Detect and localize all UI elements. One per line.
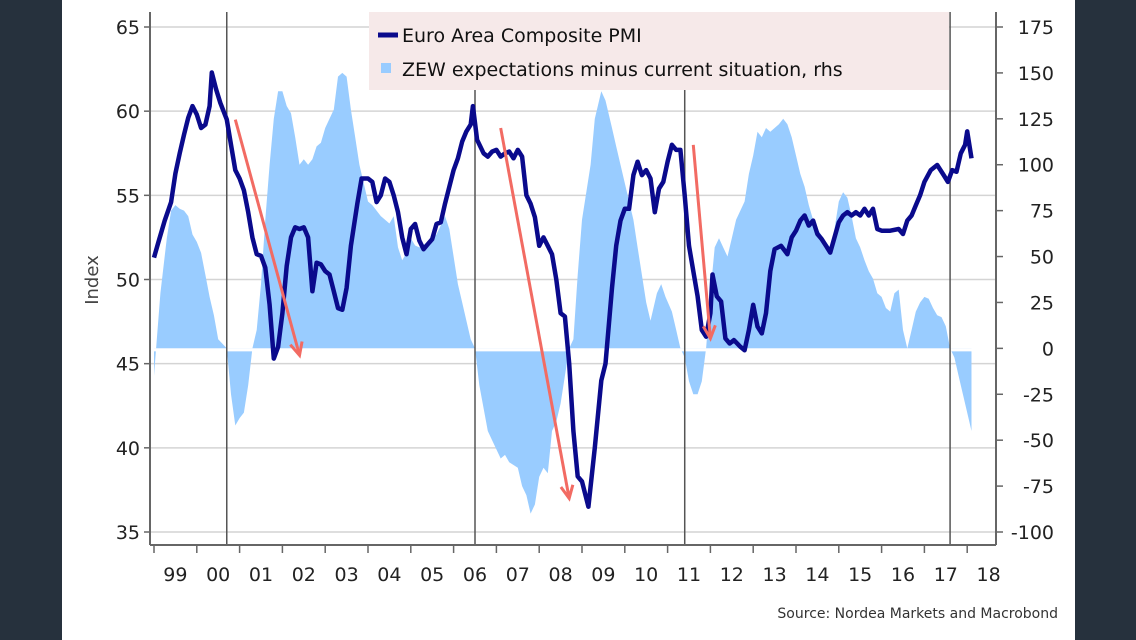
arrow-head [289, 341, 304, 359]
zew-area [154, 72, 972, 514]
trend-arrow [499, 127, 575, 502]
y-right-tick-label: 175 [1018, 17, 1054, 39]
x-tick-label: 99 [163, 564, 187, 586]
x-tick-label: 08 [549, 564, 573, 586]
y-right-tick-label: -100 [1011, 522, 1054, 544]
y-left-tick-label: 35 [116, 522, 140, 544]
vertical-markers [226, 12, 951, 545]
y-right-tick-label: 100 [1018, 155, 1054, 177]
x-tick-label: 07 [506, 564, 530, 586]
x-tick-label: 04 [377, 564, 401, 586]
y-right-tick-label: -50 [1023, 430, 1054, 452]
legend-pmi-label: Euro Area Composite PMI [402, 25, 642, 47]
y-right-tick-label: 150 [1018, 63, 1054, 85]
y-right-tick-label: 50 [1030, 247, 1054, 269]
x-tick-label: 15 [848, 564, 872, 586]
y-left-tick-label: 65 [116, 17, 140, 39]
axes: 35 40 45 50 55 60 65 -100 -75 -50 -25 0 25 50 75 100 125… [116, 12, 1054, 586]
chart-panel: 35 40 45 50 55 60 65 -100 -75 -50 -25 0 25 50 75 100 125… [62, 0, 1075, 640]
legend-zew-label: ZEW expectations minus current situation… [402, 59, 843, 81]
x-tick-label: 17 [934, 564, 958, 586]
x-tick-label: 16 [891, 564, 915, 586]
y-left-tick-label: 55 [116, 185, 140, 207]
y-right-tick-label: 0 [1042, 338, 1054, 360]
chart-svg: 35 40 45 50 55 60 65 -100 -75 -50 -25 0 25 50 75 100 125… [82, 12, 1058, 622]
x-tick-label: 13 [763, 564, 787, 586]
x-tick-label: 10 [634, 564, 658, 586]
arrow-head [559, 484, 575, 502]
x-tick-label: 03 [335, 564, 359, 586]
y-left-tick-label: 50 [116, 270, 140, 292]
pmi-line-layer [151, 70, 974, 509]
x-tick-label: 01 [249, 564, 273, 586]
y-left-tick-label: 40 [116, 438, 140, 460]
y-right-tick-label: 75 [1030, 201, 1054, 223]
y-left-tick-label: 45 [116, 354, 140, 376]
trend-arrow [233, 119, 304, 359]
x-tick-label: 00 [206, 564, 230, 586]
legend: Euro Area Composite PMI ZEW expectations… [369, 12, 949, 90]
trend-arrow [691, 144, 717, 342]
x-tick-label: 12 [720, 564, 744, 586]
arrow-shaft [691, 144, 712, 339]
y-left-axis-title: Index [82, 255, 103, 305]
zew-area-layer [151, 72, 995, 514]
legend-background [369, 12, 949, 90]
x-tick-label: 14 [805, 564, 829, 586]
arrow-shaft [233, 119, 301, 356]
y-right-tick-label: 25 [1030, 292, 1054, 314]
x-tick-label: 09 [591, 564, 615, 586]
x-tick-label: 18 [977, 564, 1001, 586]
arrow-shaft [499, 127, 571, 499]
zero-gap [151, 348, 995, 352]
y-right-tick-label: -25 [1023, 384, 1054, 406]
pmi-line [151, 70, 974, 509]
arrows-layer [233, 119, 717, 502]
y-left-tick-label: 60 [116, 101, 140, 123]
x-tick-label: 11 [677, 564, 701, 586]
x-tick-label: 02 [292, 564, 316, 586]
x-tick-label: 05 [420, 564, 444, 586]
source-note: Source: Nordea Markets and Macrobond [777, 606, 1058, 622]
y-right-tick-label: -75 [1023, 476, 1054, 498]
legend-zew-swatch [381, 63, 391, 73]
y-right-tick-label: 125 [1018, 109, 1054, 131]
x-tick-label: 06 [463, 564, 487, 586]
arrow-head [701, 324, 717, 342]
